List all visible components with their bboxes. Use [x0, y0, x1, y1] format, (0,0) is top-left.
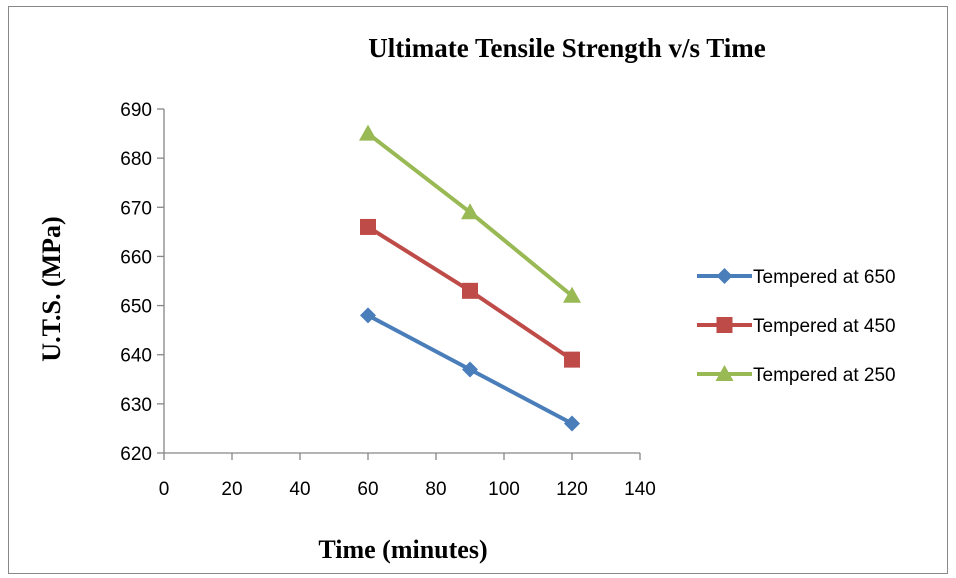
legend-item: Tempered at 250 [697, 365, 896, 386]
legend-marker-diamond [716, 268, 733, 284]
x-tick-label: 40 [289, 479, 310, 500]
x-tick-label: 120 [556, 479, 588, 500]
y-tick-label: 630 [120, 395, 152, 416]
y-tick-label: 670 [120, 198, 152, 219]
legend-label: Tempered at 450 [753, 316, 896, 337]
legend-marker-square [716, 317, 733, 333]
x-tick-label: 20 [221, 479, 242, 500]
y-tick-label: 660 [120, 247, 152, 268]
data-point-diamond [564, 415, 580, 432]
chart: Ultimate Tensile Strength v/s Time 620 63… [37, 33, 896, 564]
y-tick-label: 640 [120, 346, 152, 367]
y-axis-title: U.T.S. (MPa) [37, 216, 66, 361]
data-point-triangle [359, 124, 377, 141]
x-tick-label: 100 [488, 479, 520, 500]
y-tick-label: 620 [120, 444, 152, 465]
chart-title: Ultimate Tensile Strength v/s Time [368, 33, 766, 63]
x-tick-label: 140 [624, 479, 656, 500]
legend: Tempered at 650 Tempered at 450 Tempered a… [697, 267, 896, 386]
series-2 [359, 124, 581, 303]
x-tick-label: 60 [357, 479, 378, 500]
legend-label: Tempered at 250 [753, 365, 896, 386]
y-tick-label: 650 [120, 297, 152, 318]
data-point-diamond [462, 361, 478, 378]
series-1 [360, 218, 580, 368]
chart-frame: Ultimate Tensile Strength v/s Time 620 63… [8, 6, 948, 574]
legend-item: Tempered at 450 [697, 316, 896, 337]
y-tick-label: 680 [120, 149, 152, 170]
data-point-triangle [563, 286, 581, 303]
series-0 [360, 307, 580, 432]
x-axis-title: Time (minutes) [318, 535, 487, 564]
data-point-diamond [360, 307, 376, 324]
data-point-square [360, 218, 376, 235]
plot-area [359, 124, 581, 432]
x-tick-label: 0 [159, 479, 170, 500]
x-tick-label: 80 [425, 479, 446, 500]
y-tick-label: 690 [120, 100, 152, 121]
legend-item: Tempered at 650 [697, 267, 896, 288]
axes: 620 630 640 650 660 670 680 690 0 20 40 60 80 100 120 1… [120, 100, 656, 500]
data-point-square [564, 351, 580, 368]
data-point-triangle [461, 203, 479, 220]
legend-marker-triangle [715, 365, 734, 381]
data-point-square [462, 282, 478, 299]
legend-label: Tempered at 650 [753, 267, 896, 288]
